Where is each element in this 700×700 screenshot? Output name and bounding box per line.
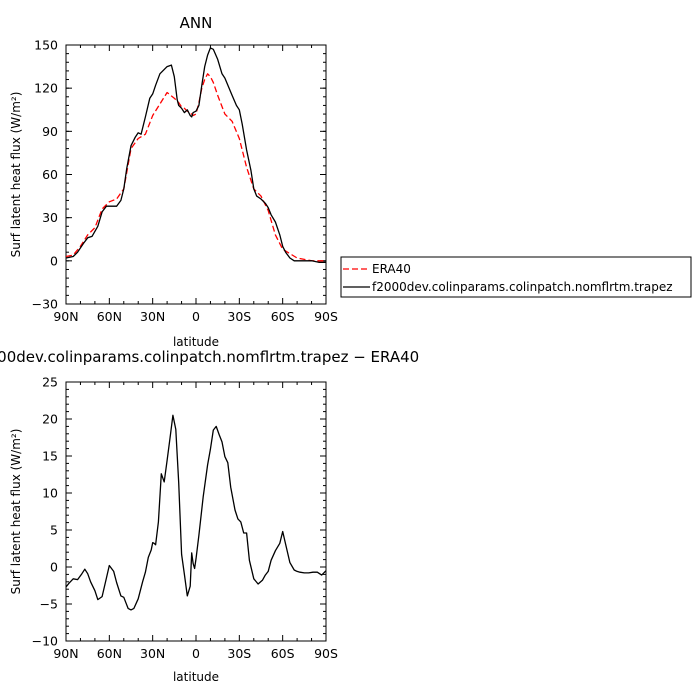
y-tick-label: 5 [50, 523, 58, 538]
y-tick-label: 25 [42, 375, 58, 390]
x-tick-label: 0 [192, 646, 200, 661]
x-tick-label: 90S [314, 646, 338, 661]
y-axis-label: Surf latent heat flux (W/m²) [9, 92, 23, 258]
y-tick-label: 20 [42, 412, 58, 427]
y-tick-label: 120 [34, 81, 58, 96]
chart-title: ANN [180, 14, 213, 32]
y-axis-label: Surf latent heat flux (W/m²) [9, 429, 23, 595]
x-tick-label: 60N [97, 309, 122, 324]
y-tick-label: 0 [50, 560, 58, 575]
y-tick-label: −30 [32, 297, 58, 312]
legend: ERA40 f2000dev.colinparams.colinpatch.nom… [340, 256, 692, 298]
series-line-1 [65, 414, 327, 611]
plot-frame [65, 44, 327, 305]
x-tick-label: 30S [227, 646, 251, 661]
plot-1: 90N 60N 30N 0 30S 60S 90S −30 0 30 60 90 120 150 ANN la… [9, 14, 338, 349]
x-axis-label: latitude [173, 335, 219, 349]
x-tick-label: 0 [192, 309, 200, 324]
y-tick-label: 0 [50, 253, 58, 268]
x-tick-label: 90N [53, 646, 78, 661]
x-tick-label: 60N [97, 646, 122, 661]
x-tick-label: 30N [140, 646, 165, 661]
y-tick-label: 150 [34, 38, 58, 53]
y-tick-label: 30 [42, 210, 58, 225]
x-tick-label: 90S [314, 309, 338, 324]
plot-2: 90N 60N 30N 0 30S 60S 90S −10 −5 0 5 10 15 20 25 f2000d… [0, 348, 419, 684]
x-tick-label: 90N [53, 309, 78, 324]
x-tick-label: 30S [227, 309, 251, 324]
y-tick-label: −5 [40, 597, 58, 612]
legend-box [340, 256, 692, 298]
y-tick-label: 60 [42, 167, 58, 182]
series-line-2 [65, 47, 326, 263]
y-tick-label: −10 [32, 634, 58, 649]
x-axis-label: latitude [173, 670, 219, 684]
y-tick-label: 90 [42, 124, 58, 139]
y-tick-label: 10 [42, 486, 58, 501]
chart-title: f2000dev.colinparams.colinpatch.nomflrtm… [0, 348, 419, 366]
legend-label: ERA40 [372, 262, 411, 276]
x-tick-label: 30N [140, 309, 165, 324]
x-tick-label: 60S [271, 646, 295, 661]
plot-frame [65, 381, 327, 642]
x-tick-label: 60S [271, 309, 295, 324]
legend-label: f2000dev.colinparams.colinpatch.nomflrtm… [372, 280, 673, 294]
series-line-1 [65, 73, 326, 262]
y-tick-label: 15 [42, 449, 58, 464]
